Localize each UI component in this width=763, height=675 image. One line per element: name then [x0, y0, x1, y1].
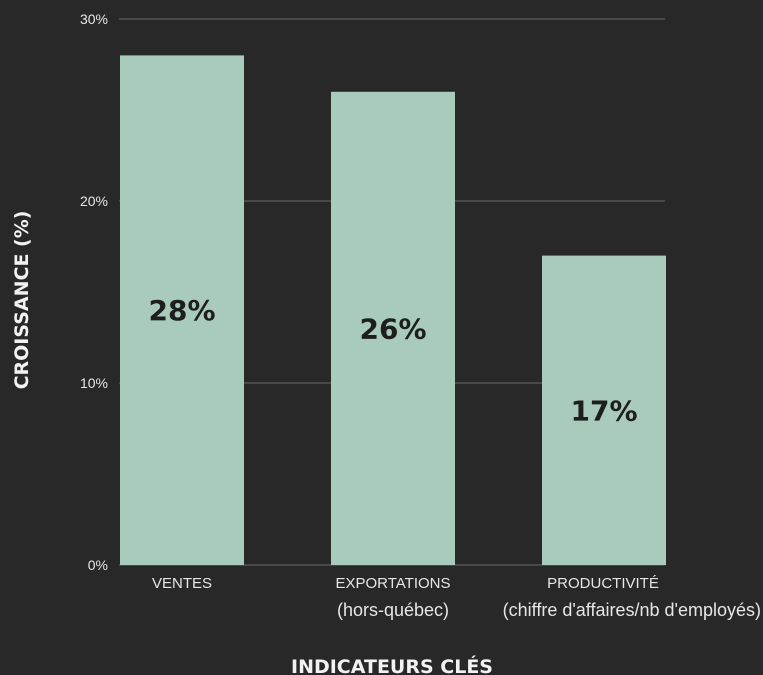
x-category-label-2: EXPORTATIONS: [335, 575, 450, 592]
y-tick-label-0: 0%: [88, 557, 108, 573]
y-tick-label-20: 20%: [80, 193, 108, 209]
x-category-label-3: PRODUCTIVITÉ: [547, 575, 659, 592]
y-tick-label-30: 30%: [80, 11, 108, 27]
x-category-sublabel-2: (hors-québec): [337, 600, 449, 620]
y-axis-ticks: 0% 10% 20% 30%: [80, 11, 108, 573]
bar-3: [542, 255, 666, 565]
bar-1: [120, 55, 244, 566]
data-label-3: 17%: [570, 394, 637, 427]
y-tick-label-10: 10%: [80, 375, 108, 391]
x-category-label-1: VENTES: [152, 575, 212, 592]
bars: [120, 55, 666, 566]
bar-2: [331, 91, 455, 566]
data-label-1: 28%: [148, 294, 215, 327]
x-axis-title: INDICATEURS CLÉS: [291, 655, 493, 675]
data-labels: 28% 26% 17%: [148, 294, 637, 427]
x-category-sublabel-3: (chiffre d'affaires/nb d'employés): [503, 600, 761, 620]
x-axis-categories: VENTES EXPORTATIONS (hors-québec) PRODUCTIV…: [152, 575, 761, 620]
data-label-2: 26%: [359, 312, 426, 345]
y-axis-title: CROISSANCE (%): [11, 211, 33, 390]
